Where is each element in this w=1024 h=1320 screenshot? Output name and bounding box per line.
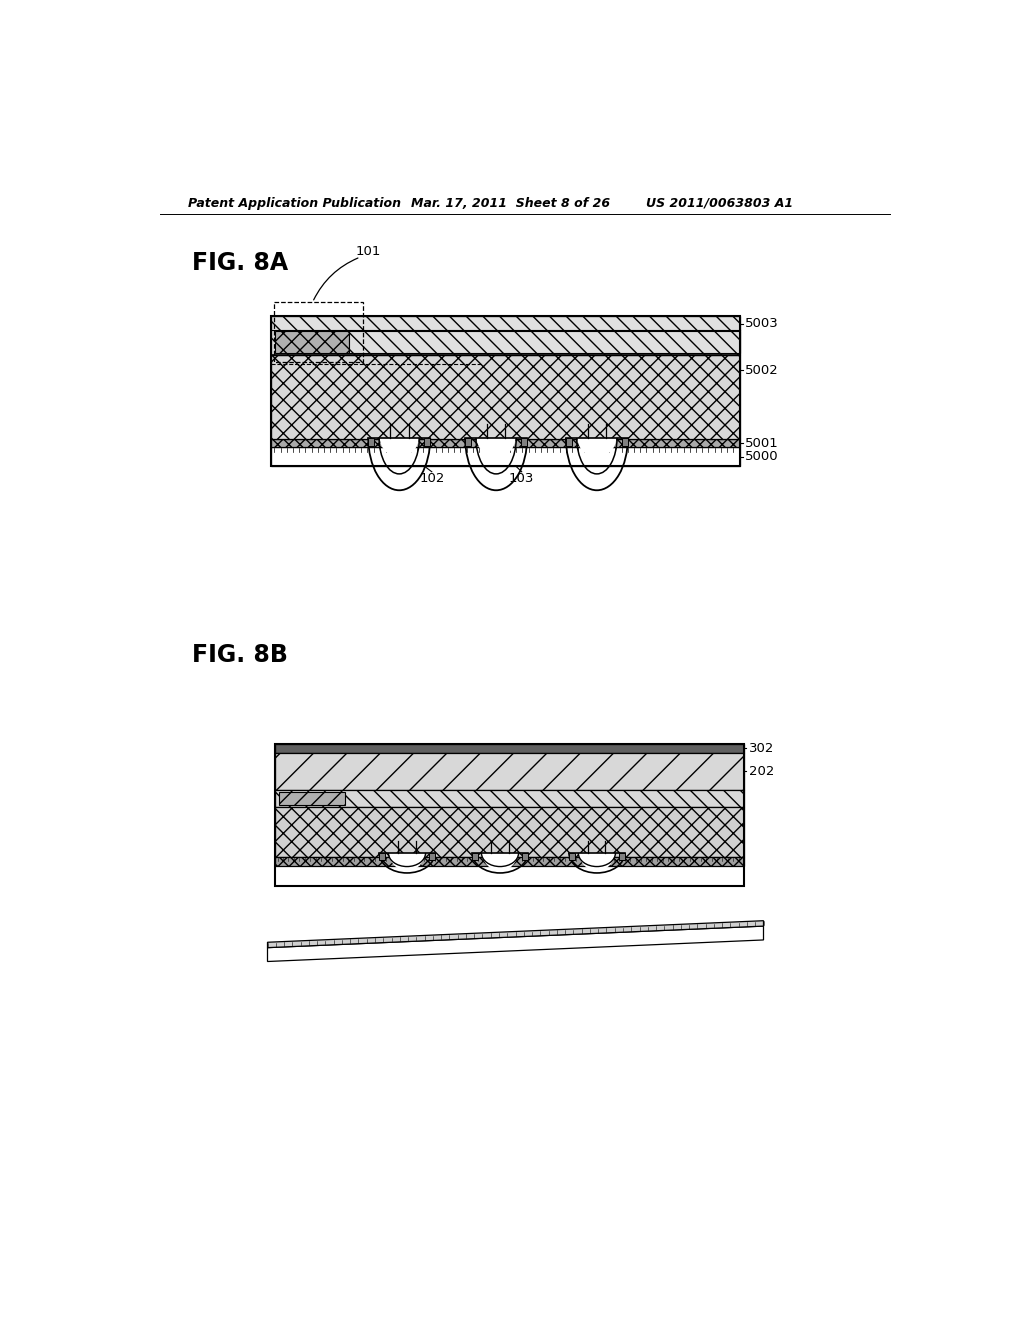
Bar bbox=[369, 438, 375, 446]
Bar bbox=[273, 302, 362, 363]
Text: 103: 103 bbox=[509, 471, 535, 484]
Bar bbox=[275, 743, 744, 752]
Bar bbox=[566, 438, 572, 446]
Text: 302: 302 bbox=[749, 742, 774, 755]
Text: FIG. 8A: FIG. 8A bbox=[191, 251, 288, 275]
Bar bbox=[275, 743, 744, 886]
Bar bbox=[275, 789, 744, 807]
Wedge shape bbox=[578, 438, 616, 457]
Bar bbox=[275, 331, 349, 354]
Text: 5000: 5000 bbox=[744, 450, 778, 463]
Polygon shape bbox=[267, 921, 764, 948]
Bar bbox=[521, 438, 527, 446]
Bar bbox=[379, 853, 385, 859]
Wedge shape bbox=[389, 853, 425, 871]
Bar bbox=[349, 331, 740, 354]
Bar bbox=[569, 853, 575, 859]
Wedge shape bbox=[579, 853, 614, 871]
Bar bbox=[280, 792, 345, 805]
Text: 5003: 5003 bbox=[744, 317, 778, 330]
Wedge shape bbox=[477, 438, 515, 457]
Bar bbox=[275, 752, 744, 789]
Bar bbox=[622, 438, 628, 446]
Text: FIG. 8B: FIG. 8B bbox=[191, 644, 288, 668]
Wedge shape bbox=[380, 438, 419, 457]
Bar bbox=[275, 807, 744, 857]
Bar bbox=[465, 438, 471, 446]
Bar bbox=[271, 447, 740, 466]
Bar bbox=[429, 853, 435, 859]
Wedge shape bbox=[482, 853, 518, 871]
Text: Patent Application Publication: Patent Application Publication bbox=[188, 197, 401, 210]
Bar bbox=[472, 853, 478, 859]
Bar bbox=[271, 355, 740, 440]
Text: 101: 101 bbox=[355, 244, 381, 257]
Bar bbox=[271, 440, 740, 447]
Bar bbox=[271, 317, 740, 466]
Bar bbox=[271, 317, 740, 355]
Text: 5002: 5002 bbox=[744, 363, 778, 376]
Bar bbox=[275, 857, 744, 866]
Text: Mar. 17, 2011  Sheet 8 of 26: Mar. 17, 2011 Sheet 8 of 26 bbox=[411, 197, 610, 210]
Text: US 2011/0063803 A1: US 2011/0063803 A1 bbox=[646, 197, 793, 210]
Text: 102: 102 bbox=[419, 471, 444, 484]
Bar bbox=[618, 853, 625, 859]
Text: 5001: 5001 bbox=[744, 437, 778, 450]
Polygon shape bbox=[267, 927, 764, 961]
Bar bbox=[424, 438, 430, 446]
Text: 202: 202 bbox=[749, 764, 774, 777]
Bar bbox=[521, 853, 528, 859]
